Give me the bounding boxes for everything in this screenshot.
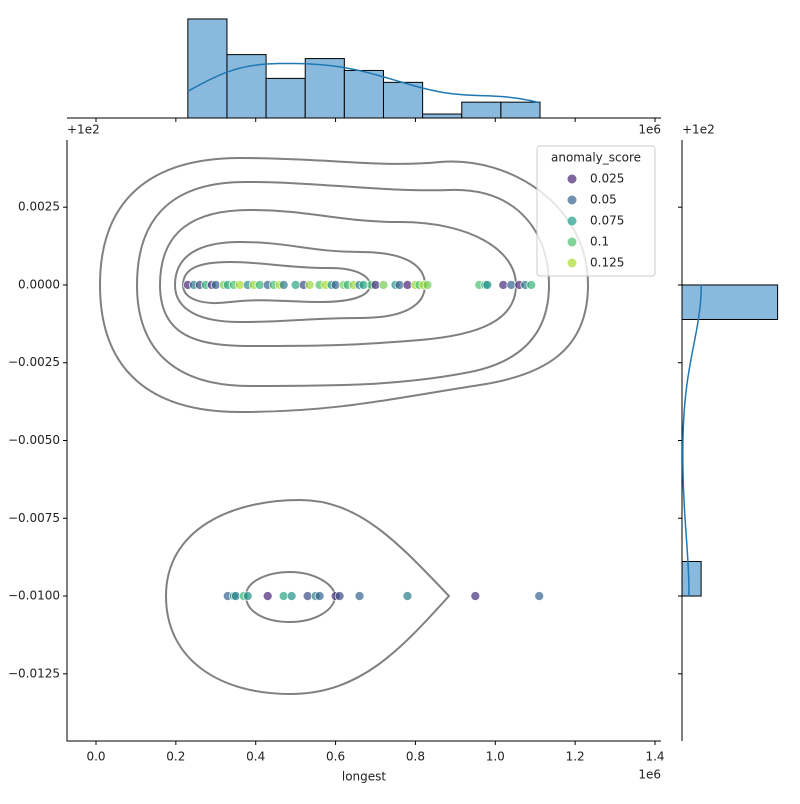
point [262,591,273,601]
contours [98,156,590,696]
x-tick-label: 0.6 [326,750,345,764]
point [334,591,345,601]
hist-bar [681,561,702,597]
x-tick-label: 1.0 [486,750,505,764]
point [534,591,545,601]
y-tick-label: 0.0000 [18,277,60,291]
point [526,280,537,290]
legend-marker [567,237,577,247]
hist-bar [343,69,384,119]
kde-curve [187,62,540,104]
contour [98,156,590,414]
point [354,591,365,601]
y-tick-label: −0.0050 [8,433,60,447]
x-tick-label: 1.2 [566,750,585,764]
x-tick-label: 1.4 [645,750,664,764]
point [278,280,289,290]
y-tick-label: −0.0100 [8,589,60,603]
contour [135,180,551,388]
legend-label: 0.075 [590,214,624,228]
x-tick-label: 0.4 [246,750,265,764]
legend-title: anomaly_score [551,151,641,165]
x-offset: 1e6 [638,123,661,137]
point [470,591,481,601]
kde-curve [682,284,703,597]
y-tick-label: 0.0025 [18,200,60,214]
legend-marker [567,195,577,205]
point [314,591,325,601]
hist-bar [500,101,541,119]
hist-bar [187,18,228,119]
hist-bar [382,81,424,119]
hist-bar [304,58,345,119]
x-tick-label: 0.0 [86,750,105,764]
point [286,591,297,601]
point [482,280,493,290]
point [242,591,253,601]
y-tick-label: −0.0075 [8,511,60,525]
point [378,280,389,290]
point [402,591,413,601]
point [422,280,433,290]
y-tick-label: −0.0125 [8,666,60,680]
y-offset: +1e2 [67,123,100,137]
point [304,280,315,290]
legend-label: 0.05 [590,193,617,207]
hist-bar [681,284,779,320]
x-offset: 1e6 [638,768,661,782]
contour [164,498,451,696]
axis-spine [66,140,661,742]
legend-box [536,145,656,277]
legend-label: 0.1 [590,235,609,249]
legend-label: 0.025 [590,172,624,186]
y-tick-label: −0.0025 [8,355,60,369]
x-tick-label: 0.8 [406,750,425,764]
x-tick-label: 0.2 [166,750,185,764]
hist-bar [265,77,306,119]
legend-marker [567,216,577,226]
legend-label: 0.125 [590,256,624,270]
legend-marker [567,258,577,268]
hist-bar [422,113,463,119]
x-axis-label: longest [342,770,387,784]
contour [158,208,518,348]
y-offset: +1e2 [682,123,715,137]
legend-marker [567,174,577,184]
hist-bar [461,101,502,119]
legend: anomaly_score 0.025 0.05 0.075 0.1 0.125 [536,145,656,277]
